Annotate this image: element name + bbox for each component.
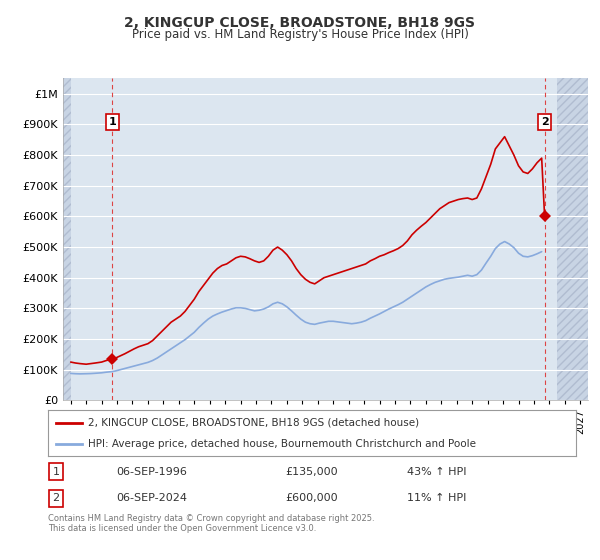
Text: 11% ↑ HPI: 11% ↑ HPI bbox=[407, 493, 466, 503]
Text: Price paid vs. HM Land Registry's House Price Index (HPI): Price paid vs. HM Land Registry's House … bbox=[131, 28, 469, 41]
Bar bbox=[63, 78, 71, 400]
Text: 2: 2 bbox=[52, 493, 59, 503]
Text: 06-SEP-2024: 06-SEP-2024 bbox=[116, 493, 188, 503]
Text: £135,000: £135,000 bbox=[286, 466, 338, 477]
Text: £600,000: £600,000 bbox=[286, 493, 338, 503]
Text: 43% ↑ HPI: 43% ↑ HPI bbox=[407, 466, 467, 477]
Text: Contains HM Land Registry data © Crown copyright and database right 2025.
This d: Contains HM Land Registry data © Crown c… bbox=[48, 514, 374, 534]
Text: HPI: Average price, detached house, Bournemouth Christchurch and Poole: HPI: Average price, detached house, Bour… bbox=[88, 439, 476, 449]
Text: 2: 2 bbox=[541, 117, 548, 127]
Text: 2, KINGCUP CLOSE, BROADSTONE, BH18 9GS (detached house): 2, KINGCUP CLOSE, BROADSTONE, BH18 9GS (… bbox=[88, 418, 419, 428]
Text: 2, KINGCUP CLOSE, BROADSTONE, BH18 9GS: 2, KINGCUP CLOSE, BROADSTONE, BH18 9GS bbox=[125, 16, 476, 30]
Text: 06-SEP-1996: 06-SEP-1996 bbox=[116, 466, 188, 477]
Text: 1: 1 bbox=[52, 466, 59, 477]
Text: 1: 1 bbox=[109, 117, 116, 127]
Bar bbox=[557, 78, 588, 400]
